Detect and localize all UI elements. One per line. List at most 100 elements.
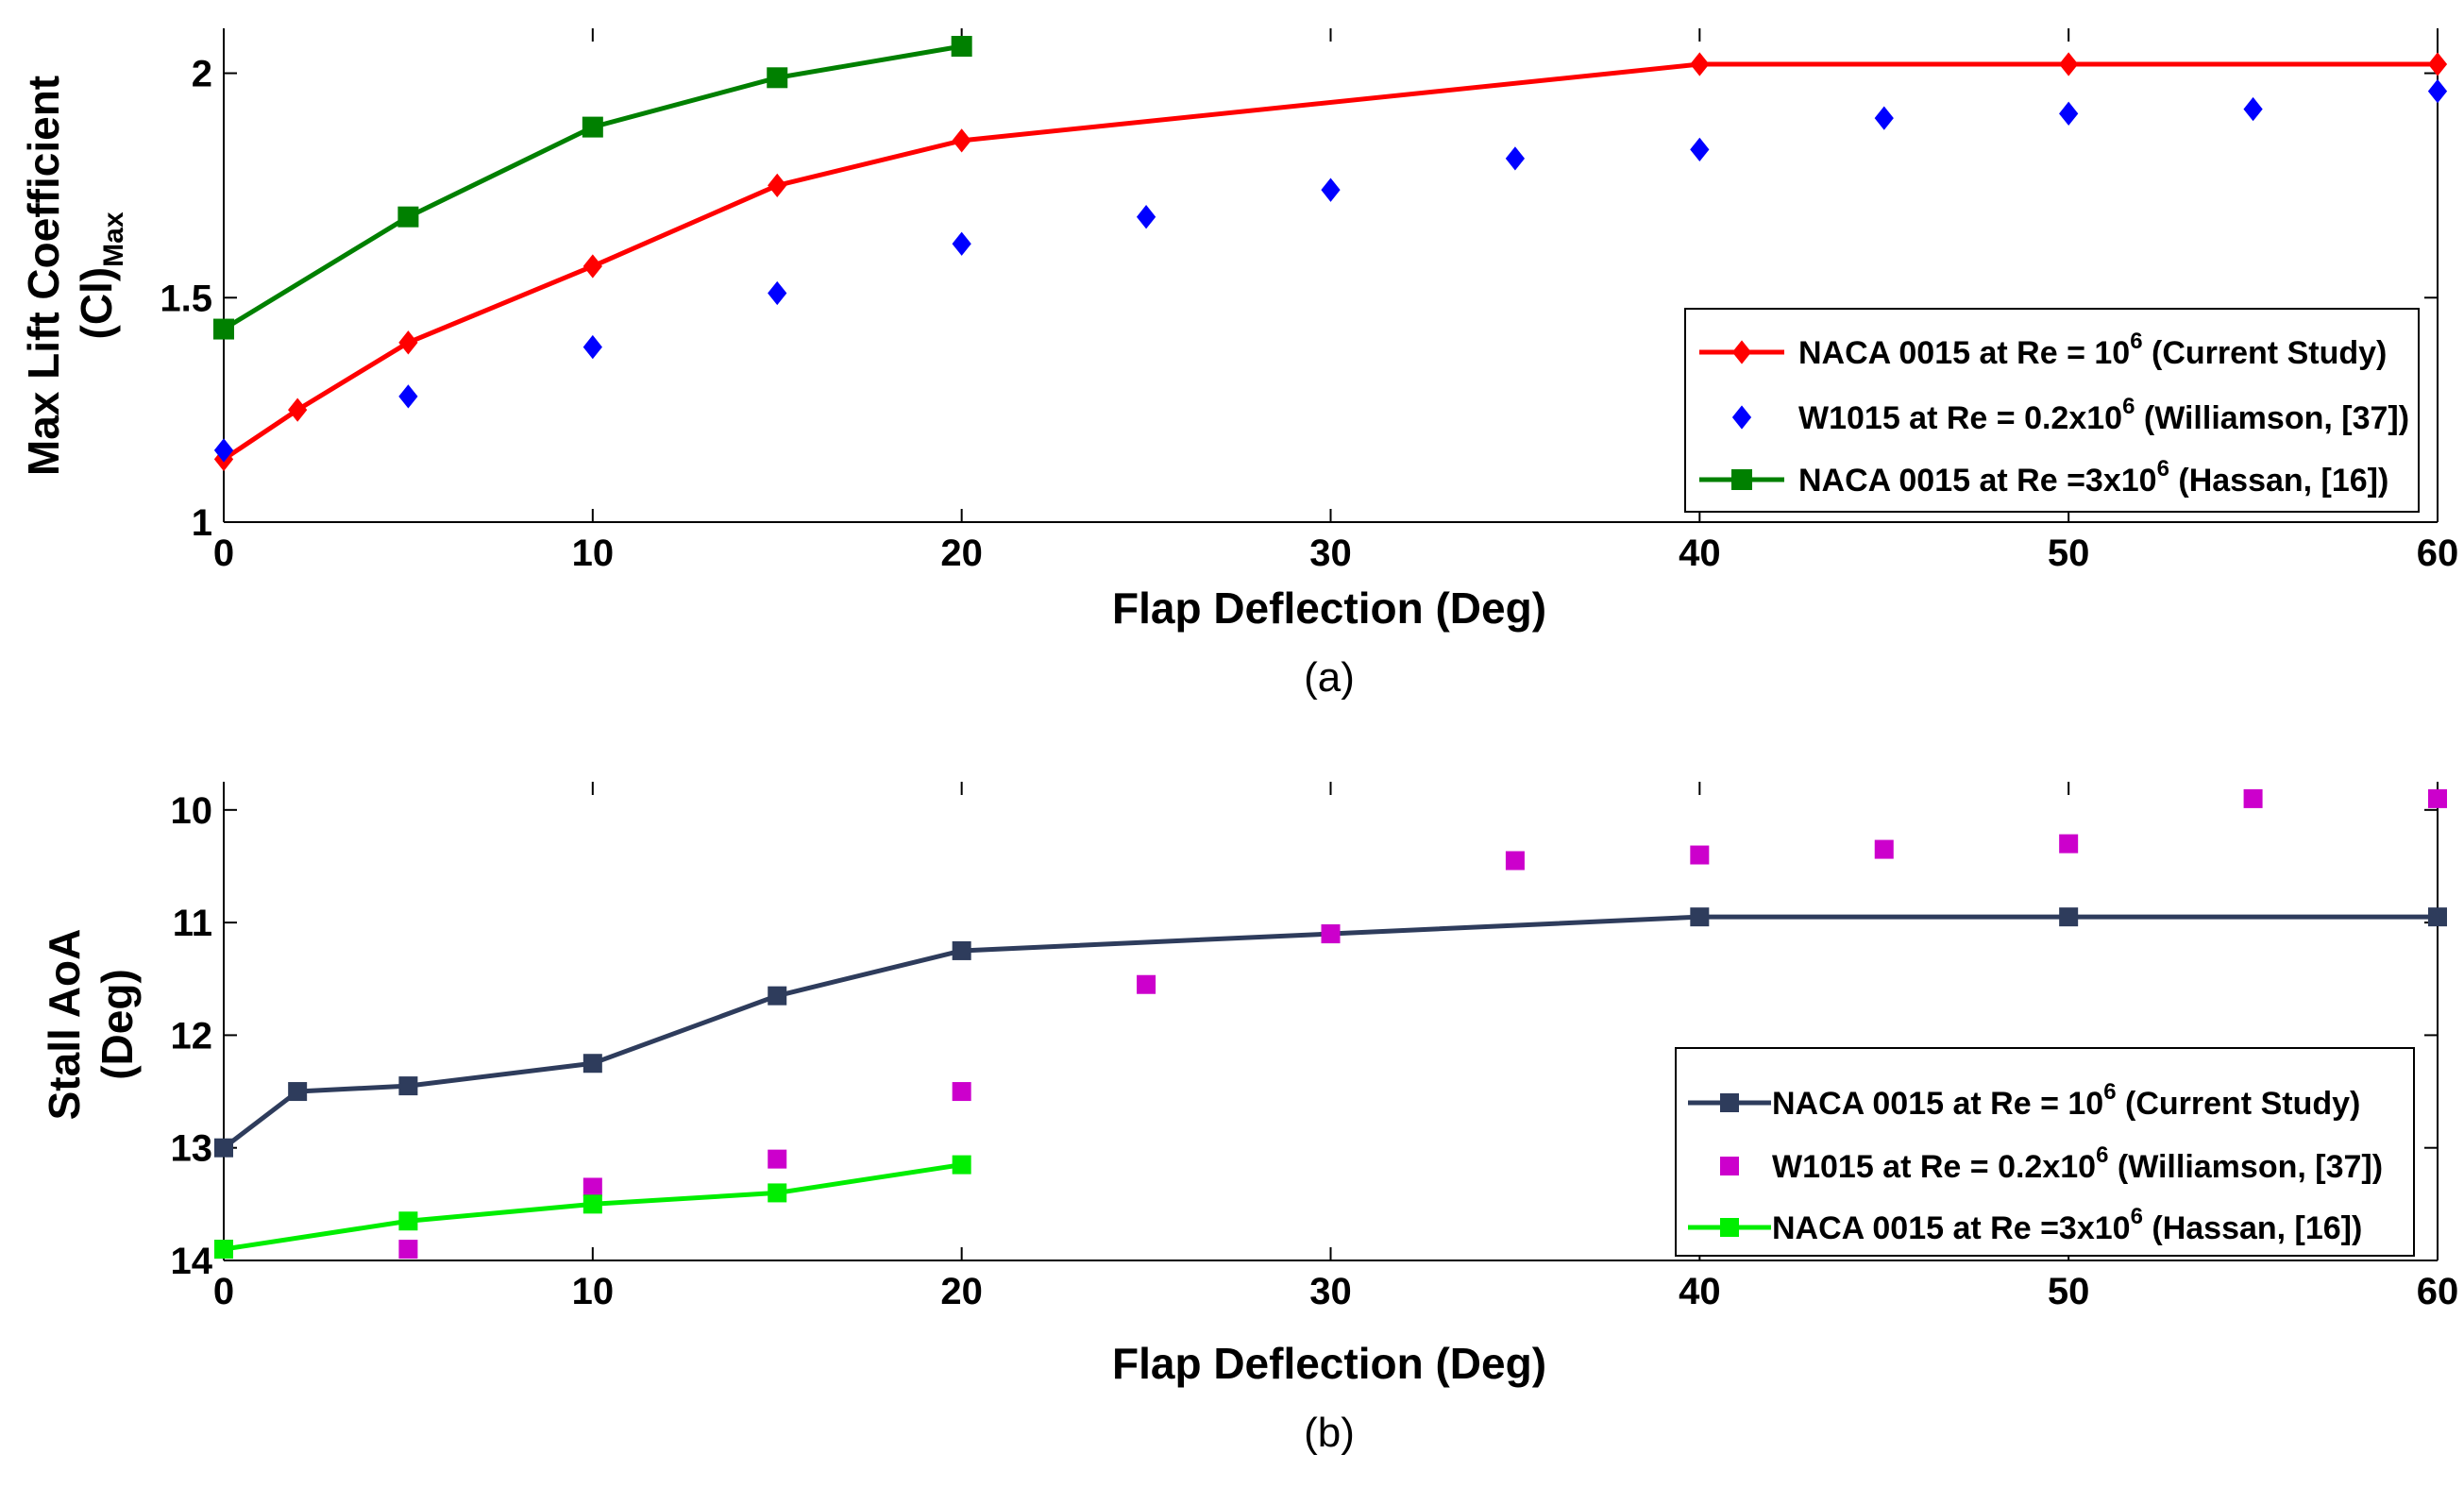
y-tick-label: 1.5 — [160, 278, 212, 319]
series-1-point — [1690, 845, 1710, 865]
y-axis-label: Max Lift Coefficient (Cl)Max — [19, 76, 129, 476]
legend-swatch-marker — [1720, 1093, 1739, 1112]
panel-b: 0 10 20 30 40 50 60 10 11 12 13 14 Flap Deflection … — [40, 782, 2458, 1456]
y-tick-label: 1 — [192, 502, 212, 544]
legend-entry-0: NACA 0015 at Re = 106 (Current Study) — [1688, 1079, 2360, 1122]
series-1-point — [1137, 974, 1156, 994]
y-axis-label-line2: (Cl)Max — [72, 211, 129, 339]
series-1-point — [952, 231, 971, 256]
y-label-main: (Cl) — [72, 267, 121, 340]
legend-label-0: NACA 0015 at Re = 106 (Current Study) — [1798, 329, 2387, 371]
series-2-point — [951, 36, 972, 58]
x-tick-label: 60 — [2417, 1271, 2459, 1312]
x-axis-label: Flap Deflection (Deg) — [1112, 1339, 1546, 1388]
tick-labels: 0 10 20 30 40 50 60 1 1.5 2 — [160, 54, 2458, 574]
series-2-point — [582, 1194, 602, 1214]
x-tick-label: 40 — [1679, 1271, 1721, 1312]
x-tick-label: 30 — [1309, 533, 1352, 574]
x-tick-label: 10 — [572, 1271, 615, 1312]
series-2-point — [213, 318, 234, 340]
series-1-point — [1874, 106, 1894, 130]
panel-caption: (b) — [1304, 1410, 1355, 1456]
legend-label-2: NACA 0015 at Re =3x106 (Hassan, [16]) — [1798, 456, 2388, 499]
series-0-line — [222, 914, 2438, 1150]
legend-swatch — [1699, 469, 1784, 490]
legend-swatch-marker — [1731, 469, 1752, 490]
x-tick-label: 40 — [1679, 533, 1721, 574]
series-1-point — [398, 1240, 418, 1260]
series-0-point — [2059, 907, 2079, 927]
legend-label-1: W1015 at Re = 0.2x106 (Williamson, [37]) — [1798, 394, 2409, 436]
series-2-point — [767, 67, 788, 89]
series-0-point — [1690, 907, 1710, 927]
series-0-point — [582, 254, 602, 279]
series-1-point — [768, 1149, 787, 1169]
series-0-point — [288, 1082, 308, 1102]
legend-box — [1675, 1047, 2415, 1257]
legend-swatch-marker — [1731, 340, 1752, 364]
series-1-point — [2059, 101, 2079, 126]
series-2-point — [214, 1240, 233, 1260]
series-2-line — [222, 43, 963, 331]
y-tick-label: 10 — [171, 790, 213, 832]
series-1-point — [2428, 788, 2447, 808]
legend-entry-2: NACA 0015 at Re =3x106 (Hassan, [16]) — [1688, 1204, 2362, 1246]
y-tick-label: 2 — [192, 54, 212, 95]
series-1-point — [582, 334, 602, 360]
y-tick-label: 14 — [171, 1241, 213, 1282]
series-1-point — [1690, 137, 1710, 162]
series-0-point — [952, 128, 971, 153]
series-2-point — [582, 116, 603, 138]
x-axis-label: Flap Deflection (Deg) — [1112, 583, 1546, 633]
series-0-point — [582, 1054, 602, 1074]
series-0-point — [768, 173, 787, 198]
series-1-point — [2427, 78, 2448, 104]
y-tick-label: 11 — [173, 903, 212, 944]
series-2-point — [952, 1155, 971, 1175]
series-1-point — [2243, 96, 2263, 122]
y-axis-label: Stall AoA (Deg) — [40, 929, 142, 1121]
tick-labels: 0 10 20 30 40 50 60 10 11 12 13 14 — [171, 790, 2459, 1312]
y-axis-label-line2: (Deg) — [93, 969, 142, 1080]
x-tick-label: 0 — [213, 1271, 234, 1312]
x-tick-label: 20 — [940, 1271, 983, 1312]
x-tick-label: 30 — [1309, 1271, 1352, 1312]
series-0-point — [768, 986, 787, 1006]
y-tick-label: 13 — [171, 1128, 213, 1170]
series-1-point — [1321, 924, 1341, 944]
series-1-point — [398, 384, 418, 409]
legend-label-0: NACA 0015 at Re = 106 (Current Study) — [1772, 1079, 2360, 1122]
series-0-point — [2428, 907, 2447, 927]
series-1-point — [1136, 205, 1156, 229]
legend-box — [1684, 308, 2420, 513]
series-1-point — [1321, 178, 1341, 202]
series-markers — [213, 36, 2448, 472]
legend-entry-1: W1015 at Re = 0.2x106 (Williamson, [37]) — [1720, 1142, 2383, 1185]
series-1-point — [1505, 146, 1526, 171]
legend: NACA 0015 at Re = 106 (Current Study) W1… — [1675, 1047, 2415, 1257]
series-1-point — [952, 1082, 971, 1102]
series-0-point — [398, 330, 418, 355]
y-label-subscript: Max — [98, 211, 129, 267]
legend-swatch-marker — [1720, 1218, 1739, 1237]
series-0-point — [214, 1138, 233, 1158]
series-1-point — [1505, 851, 1525, 871]
panel-caption: (a) — [1304, 654, 1355, 701]
legend-swatch-marker — [1731, 405, 1752, 430]
x-tick-label: 20 — [940, 533, 983, 574]
series-2-point — [768, 1183, 787, 1203]
y-label-main: (Deg) — [93, 969, 142, 1080]
x-tick-label: 60 — [2417, 533, 2459, 574]
legend-entry-1: W1015 at Re = 0.2x106 (Williamson, [37]) — [1731, 394, 2409, 436]
x-tick-label: 0 — [213, 533, 234, 574]
series-0-point — [952, 940, 971, 960]
series-0-point — [398, 1076, 418, 1096]
series-1-point — [2243, 788, 2263, 808]
series-2-point — [398, 1211, 418, 1231]
x-tick-label: 50 — [2048, 533, 2090, 574]
series-0-point — [2427, 52, 2448, 76]
legend-entry-2: NACA 0015 at Re =3x106 (Hassan, [16]) — [1699, 456, 2388, 499]
series-1-point — [768, 280, 787, 306]
x-tick-label: 10 — [572, 533, 615, 574]
